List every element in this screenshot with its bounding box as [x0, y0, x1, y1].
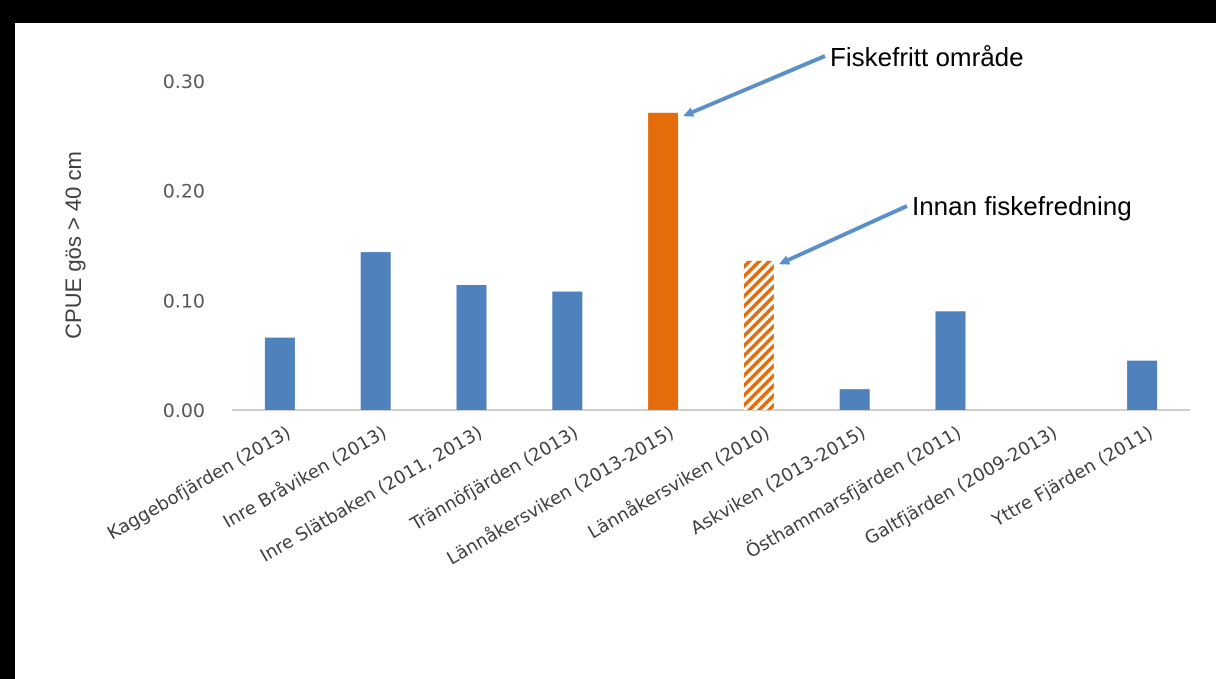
y-tick-label: 0.10	[163, 290, 205, 312]
bar	[360, 252, 391, 410]
bar	[743, 260, 774, 410]
bar	[935, 311, 966, 410]
bar	[1127, 360, 1158, 410]
x-tick-label: Trännöfjärden (2013)	[406, 422, 582, 535]
x-tick-label: Lännåkersviken (2010)	[584, 422, 773, 543]
bar	[648, 112, 679, 410]
bar	[456, 284, 487, 410]
annotation-label: Fiskefritt område	[830, 42, 1024, 72]
annotation-arrow	[683, 54, 826, 117]
y-tick-label: 0.00	[163, 400, 205, 422]
x-tick-label: Kaggebofjärden (2013)	[104, 422, 294, 544]
bar	[264, 337, 295, 410]
bar	[839, 389, 870, 410]
bar	[552, 291, 583, 410]
y-tick-label: 0.30	[163, 71, 205, 93]
x-tick-label: Inre Bråviken (2013)	[220, 422, 391, 533]
chart-slide: 0.00 0.10 0.20 0.30 CPUE gös > 40 cm Kaggebo…	[15, 23, 1216, 679]
y-axis-label: CPUE gös > 40 cm	[61, 151, 86, 339]
annotation-arrow	[779, 204, 908, 265]
x-tick-label: Yttre Fjärden (2011)	[988, 422, 1157, 532]
bar-chart: 0.00 0.10 0.20 0.30 CPUE gös > 40 cm Kaggebo…	[61, 42, 1190, 570]
annotation-label: Innan fiskefredning	[912, 191, 1132, 221]
y-tick-label: 0.20	[163, 181, 205, 203]
x-tick-label: Askviken (2013-2015)	[687, 422, 869, 539]
